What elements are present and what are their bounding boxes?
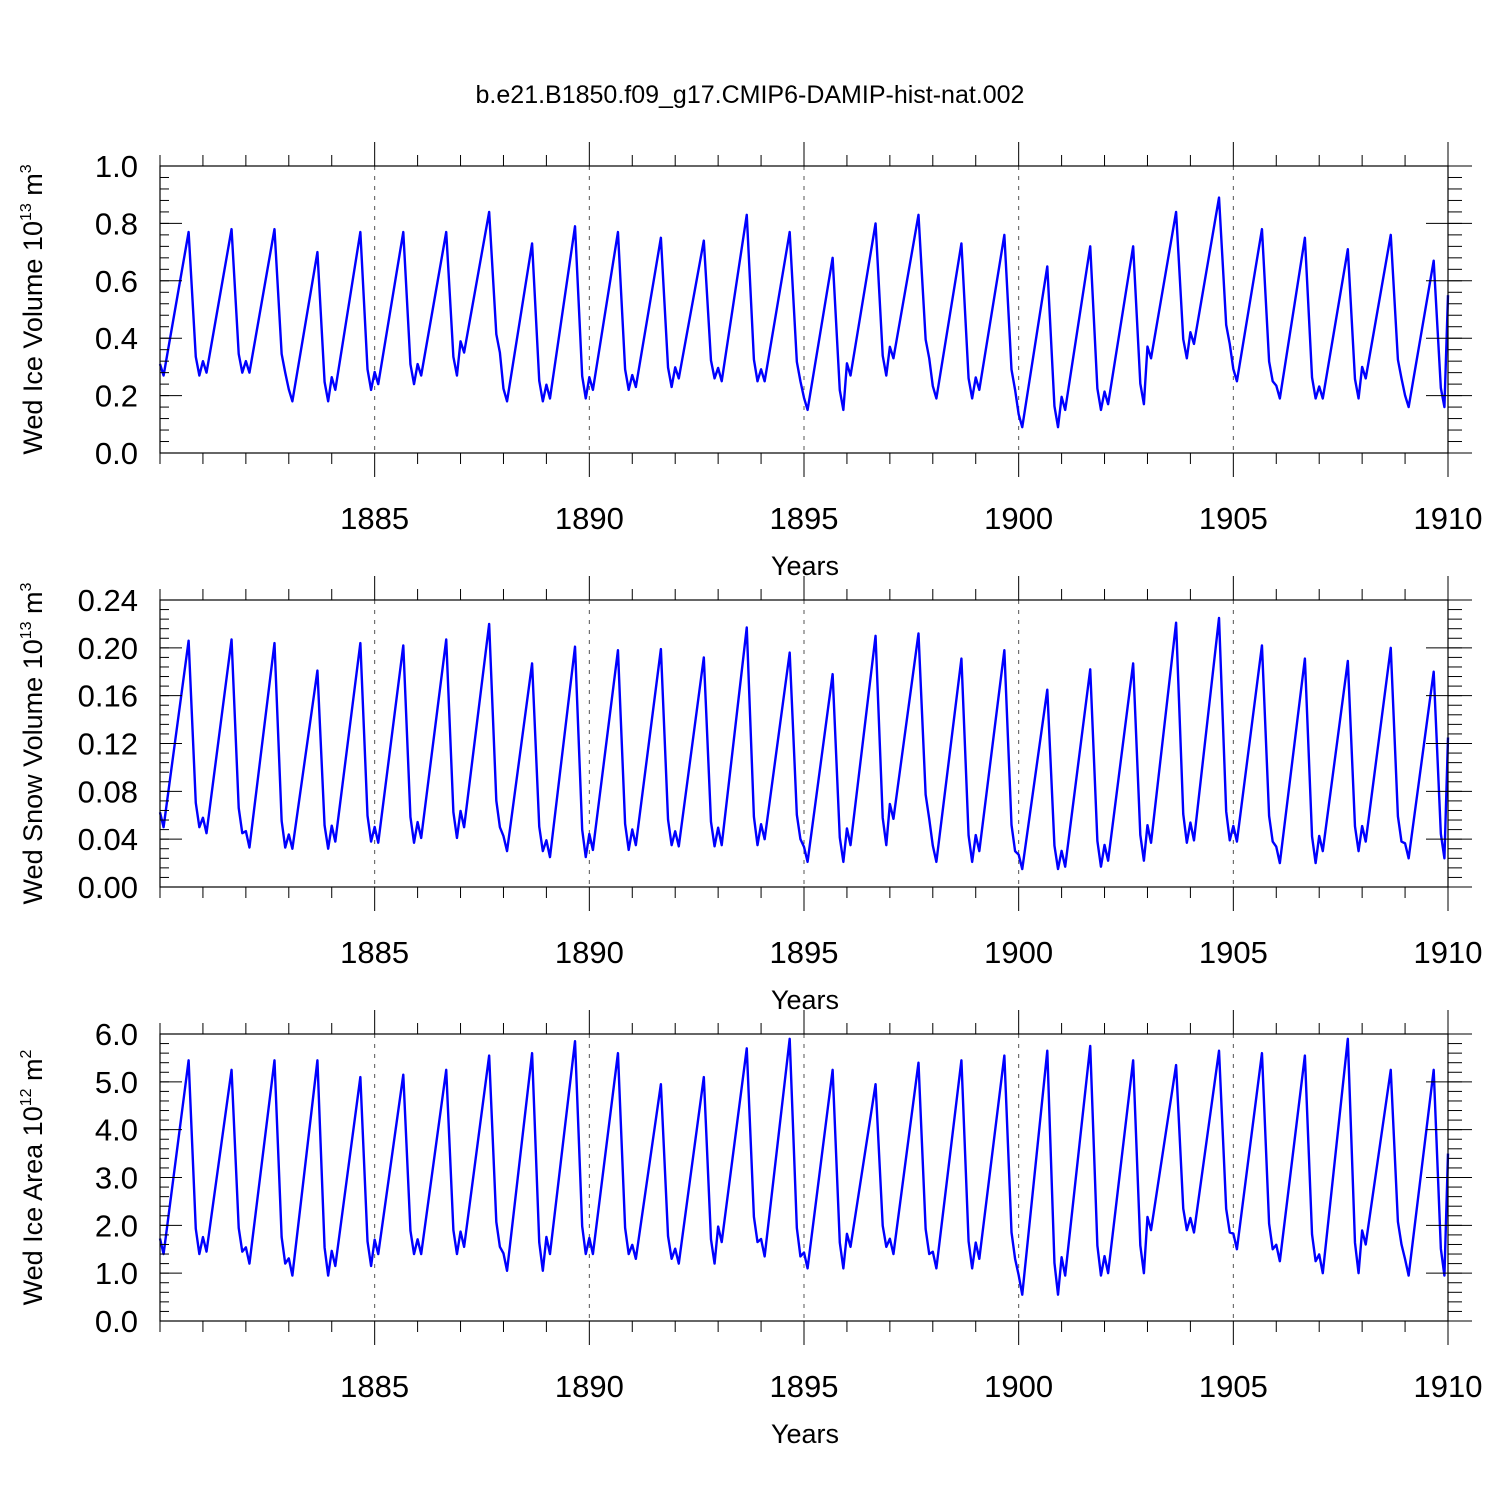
y-tick-label: 1.0	[95, 1256, 138, 1291]
x-tick-label: 1905	[1199, 1369, 1268, 1404]
y-tick-label: 1.0	[95, 149, 138, 184]
y-axis-title-main: Wed Ice Area 10	[18, 1106, 48, 1305]
y-tick-label: 0.20	[78, 631, 138, 666]
x-axis-title: Years	[771, 551, 839, 581]
y-tick-label: 5.0	[95, 1065, 138, 1100]
y-axis-title-main: Wed Ice Volume 10	[18, 221, 48, 455]
y-tick-label: 0.0	[95, 436, 138, 471]
x-tick-label: 1885	[340, 1369, 409, 1404]
y-axis-title-unit-exponent: 3	[18, 164, 35, 173]
x-tick-label: 1900	[984, 935, 1053, 970]
y-tick-label: 6.0	[95, 1017, 138, 1052]
x-tick-label: 1895	[770, 1369, 839, 1404]
y-axis-title-unit-exponent: 3	[18, 582, 35, 591]
y-tick-label: 0.08	[78, 774, 138, 809]
y-axis-title-unit-exponent: 2	[18, 1049, 35, 1058]
y-axis-title-unit: m	[18, 1058, 48, 1088]
y-axis-title-exponent: 13	[18, 621, 35, 639]
y-axis-title-exponent: 12	[18, 1088, 35, 1106]
y-tick-label: 0.04	[78, 822, 138, 857]
x-axis-title: Years	[771, 985, 839, 1015]
ice-area-panel: 0.0 1.0 2.0 3.0 4.0 5.0 6.0 1885 1890 1895 1900 190…	[18, 1010, 1482, 1449]
ice-volume-panel: 0.0 0.2 0.4 0.6 0.8 1.0 1885 1890 1895 1900 1905 19…	[18, 142, 1482, 581]
y-axis-title-unit: m	[18, 173, 48, 203]
y-tick-label: 0.0	[95, 1304, 138, 1339]
x-tick-label: 1910	[1414, 935, 1483, 970]
y-tick-label: 2.0	[95, 1208, 138, 1243]
y-tick-label: 4.0	[95, 1113, 138, 1148]
y-tick-label: 3.0	[95, 1161, 138, 1196]
y-axis-title-main: Wed Snow Volume 10	[18, 639, 48, 904]
x-tick-label: 1885	[340, 935, 409, 970]
x-tick-label: 1910	[1414, 501, 1483, 536]
x-tick-label: 1905	[1199, 501, 1268, 536]
x-tick-label: 1895	[770, 501, 839, 536]
x-tick-label: 1895	[770, 935, 839, 970]
x-tick-label: 1890	[555, 1369, 624, 1404]
y-tick-label: 0.6	[95, 264, 138, 299]
x-tick-label: 1890	[555, 501, 624, 536]
y-axis-title: Wed Snow Volume 1013 m3	[18, 582, 48, 904]
snow-volume-series-line	[158, 616, 1450, 871]
y-tick-label: 0.4	[95, 321, 138, 356]
y-axis-title-unit: m	[18, 591, 48, 621]
x-tick-label: 1905	[1199, 935, 1268, 970]
ice-volume-series-line	[158, 196, 1450, 429]
y-tick-label: 0.12	[78, 727, 138, 762]
y-tick-label: 0.24	[78, 583, 138, 618]
x-tick-label: 1910	[1414, 1369, 1483, 1404]
x-tick-label: 1900	[984, 501, 1053, 536]
x-tick-label: 1885	[340, 501, 409, 536]
y-tick-label: 0.2	[95, 379, 138, 414]
snow-volume-panel: 0.00 0.04 0.08 0.12 0.16 0.20 0.24 1885 1890 1895…	[18, 576, 1482, 1015]
x-tick-label: 1900	[984, 1369, 1053, 1404]
y-tick-label: 0.8	[95, 206, 138, 241]
y-axis-title-exponent: 13	[18, 203, 35, 221]
x-tick-label: 1890	[555, 935, 624, 970]
x-axis-title: Years	[771, 1419, 839, 1449]
figure-title: b.e21.B1850.f09_g17.CMIP6-DAMIP-hist-nat…	[476, 81, 1025, 109]
y-tick-label: 0.16	[78, 679, 138, 714]
ice-area-series-line	[158, 1037, 1450, 1296]
y-axis-title: Wed Ice Volume 1013 m3	[18, 164, 48, 454]
y-tick-label: 0.00	[78, 870, 138, 905]
y-axis-title: Wed Ice Area 1012 m2	[18, 1049, 48, 1305]
